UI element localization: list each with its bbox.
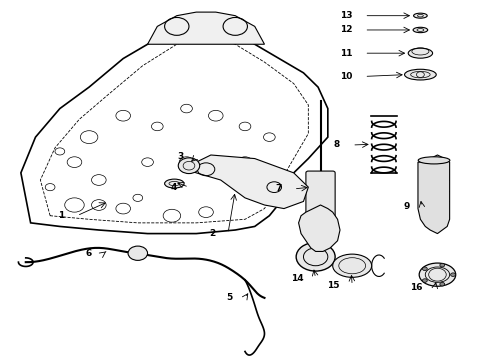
Circle shape (440, 282, 445, 286)
Ellipse shape (165, 179, 184, 188)
Text: 7: 7 (275, 184, 282, 193)
Text: 15: 15 (327, 281, 340, 290)
Ellipse shape (419, 263, 456, 286)
Text: 8: 8 (334, 140, 340, 149)
Text: 5: 5 (226, 293, 233, 302)
Polygon shape (298, 205, 340, 251)
FancyBboxPatch shape (306, 171, 335, 232)
Ellipse shape (333, 254, 372, 277)
Polygon shape (147, 12, 265, 44)
Text: 6: 6 (85, 249, 92, 258)
Polygon shape (418, 155, 450, 234)
Circle shape (422, 279, 427, 282)
Text: 16: 16 (410, 283, 423, 292)
Text: 12: 12 (340, 26, 352, 35)
Text: 9: 9 (403, 202, 410, 211)
Text: 4: 4 (171, 183, 177, 192)
Text: 2: 2 (210, 229, 216, 238)
Ellipse shape (418, 157, 450, 164)
Text: 11: 11 (340, 49, 352, 58)
Circle shape (296, 243, 335, 271)
Circle shape (422, 267, 427, 271)
Text: 13: 13 (340, 11, 352, 20)
Ellipse shape (408, 48, 433, 58)
Ellipse shape (414, 13, 427, 18)
Circle shape (451, 273, 456, 276)
Text: 3: 3 (178, 152, 184, 161)
Text: 14: 14 (291, 274, 303, 283)
Ellipse shape (405, 69, 436, 80)
Polygon shape (187, 155, 308, 208)
Circle shape (178, 158, 200, 174)
Ellipse shape (413, 27, 428, 33)
Text: 1: 1 (58, 211, 65, 220)
Circle shape (302, 216, 336, 241)
Circle shape (440, 264, 445, 267)
Circle shape (128, 246, 147, 260)
Text: 10: 10 (340, 72, 352, 81)
